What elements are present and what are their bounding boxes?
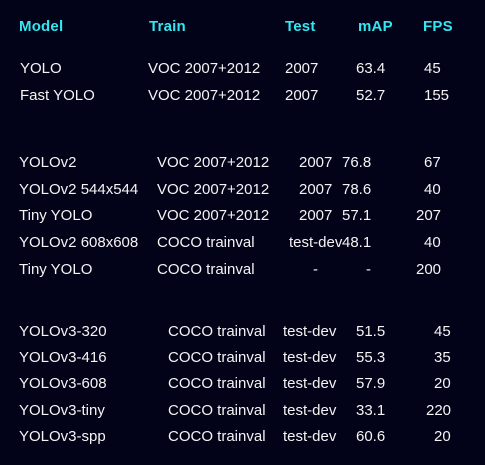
cell-fps: 220 [426,402,452,419]
cell-map: 51.5 [356,323,386,340]
cell-model: YOLOv2 [19,154,77,171]
cell-map: 63.4 [356,60,386,77]
cell-map: 52.7 [356,87,386,104]
cell-train: VOC 2007+2012 [157,207,270,224]
header-fps: FPS [423,18,453,35]
cell-fps: 155 [424,87,450,104]
header-train: Train [149,18,186,35]
cell-test: 2007 [299,207,333,224]
cell-train: COCO trainval [157,234,255,251]
cell-train: COCO trainval [168,349,266,366]
header-model: Model [19,18,64,35]
cell-model: Tiny YOLO [19,207,93,224]
cell-test: test-dev [283,402,337,419]
cell-model: YOLOv3-spp [19,428,106,445]
cell-fps: 45 [424,60,441,77]
cell-train: COCO trainval [168,323,266,340]
cell-fps: 45 [434,323,451,340]
cell-train: VOC 2007+2012 [157,154,270,171]
cell-model: YOLO [20,60,62,77]
cell-fps: 207 [416,207,442,224]
cell-map: 55.3 [356,349,386,366]
cell-map: 57.9 [356,375,386,392]
header-map: mAP [358,18,393,35]
cell-model: YOLOv2 608x608 [19,234,139,251]
cell-test: test-dev [289,234,343,251]
cell-fps: 40 [424,181,441,198]
cell-train: COCO trainval [168,428,266,445]
cell-test: test-dev [283,349,337,366]
cell-test: test-dev [283,375,337,392]
cell-map: 78.6 [342,181,372,198]
cell-train: COCO trainval [168,375,266,392]
cell-map: 33.1 [356,402,386,419]
cell-test: test-dev [283,323,337,340]
cell-model: YOLOv2 544x544 [19,181,139,198]
cell-fps: 40 [424,234,441,251]
cell-train: COCO trainval [168,402,266,419]
cell-map: 48.1 [342,234,372,251]
cell-test: 2007 [299,181,333,198]
cell-test: test-dev [283,428,337,445]
cell-model: YOLOv3-416 [19,349,107,366]
cell-fps: 20 [434,428,451,445]
cell-train: COCO trainval [157,261,255,278]
cell-test: 2007 [285,60,319,77]
cell-fps: 67 [424,154,441,171]
cell-map: 57.1 [342,207,372,224]
cell-fps: 35 [434,349,451,366]
header-test: Test [285,18,316,35]
cell-map: 60.6 [356,428,386,445]
cell-fps: 20 [434,375,451,392]
cell-map: 76.8 [342,154,372,171]
cell-model: YOLOv3-608 [19,375,107,392]
cell-test: - [313,261,318,278]
cell-map: - [366,261,371,278]
cell-model: Fast YOLO [20,87,95,104]
cell-model: YOLOv3-tiny [19,402,105,419]
cell-test: 2007 [285,87,319,104]
cell-train: VOC 2007+2012 [157,181,270,198]
cell-model: YOLOv3-320 [19,323,107,340]
cell-model: Tiny YOLO [19,261,93,278]
cell-train: VOC 2007+2012 [148,87,261,104]
cell-train: VOC 2007+2012 [148,60,261,77]
cell-test: 2007 [299,154,333,171]
cell-fps: 200 [416,261,442,278]
